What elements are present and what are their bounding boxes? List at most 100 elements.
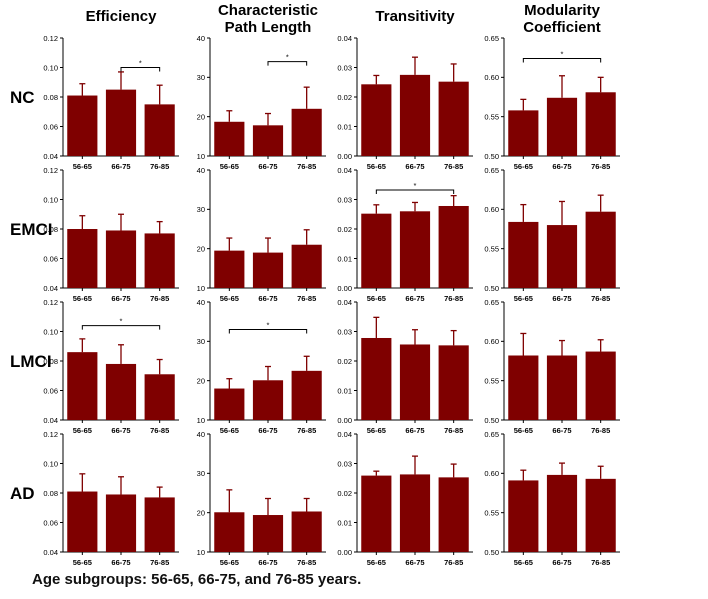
row-label-emci: EMCI [10,220,53,239]
nc-mod-ytick-label: 0.50 [484,152,499,161]
nc-eff-bar-56-65 [67,95,98,156]
lmci-tra-category-label: 56-65 [367,426,386,435]
lmci-tra-ytick-label: 0.04 [337,298,352,307]
nc-mod-category-label: 66-75 [552,162,571,171]
column-title-mod: Coefficient [523,19,601,36]
emci-tra-ytick-label: 0.02 [337,225,352,234]
emci-tra-bar-66-75 [399,211,431,288]
nc-tra-ytick-label: 0.00 [337,152,352,161]
emci-tra-ytick-label: 0.03 [337,195,352,204]
emci-mod-category-label: 76-85 [591,294,610,303]
nc-tra-bar-76-85 [438,81,469,156]
ad-mod-bar-66-75 [546,474,578,552]
lmci-cpl-category-label: 66-75 [258,426,277,435]
emci-tra-ytick-label: 0.00 [337,284,352,293]
nc-mod-category-label: 56-65 [514,162,533,171]
ad-cpl-ytick-label: 30 [197,469,205,478]
nc-mod-ytick-label: 0.60 [484,73,499,82]
nc-tra-ytick-label: 0.04 [337,34,352,43]
lmci-mod-ytick-label: 0.65 [484,298,499,307]
ad-mod-ytick-label: 0.50 [484,548,499,557]
row-label-nc: NC [10,88,35,107]
lmci-tra-bar-66-75 [399,344,431,420]
emci-tra-significance-marker: * [414,181,417,190]
ad-eff-ytick-label: 0.04 [43,548,58,557]
emci-tra-category-label: 66-75 [405,294,424,303]
lmci-cpl-bar-76-85 [291,370,322,420]
nc-cpl-category-label: 56-65 [220,162,239,171]
ad-eff-category-label: 56-65 [73,558,92,567]
nc-eff-category-label: 66-75 [111,162,130,171]
row-label-lmci: LMCI [10,352,52,371]
column-title-tra: Transitivity [375,8,455,25]
nc-mod-category-label: 76-85 [591,162,610,171]
nc-tra-category-label: 56-65 [367,162,386,171]
nc-cpl-ytick-label: 30 [197,73,205,82]
nc-cpl-category-label: 66-75 [258,162,277,171]
emci-eff-bar-76-85 [144,233,175,288]
ad-mod-ytick-label: 0.55 [484,508,499,517]
lmci-cpl-ytick-label: 40 [197,298,205,307]
emci-cpl-ytick-label: 20 [197,244,205,253]
ad-cpl-bar-76-85 [291,511,322,552]
lmci-cpl-category-label: 56-65 [220,426,239,435]
emci-eff-category-label: 76-85 [150,294,169,303]
emci-eff-bar-66-75 [105,230,137,288]
ad-eff-ytick-label: 0.06 [43,518,58,527]
row-label-ad: AD [10,484,35,503]
ad-tra-ytick-label: 0.02 [337,489,352,498]
nc-tra-category-label: 66-75 [405,162,424,171]
emci-eff-bar-56-65 [67,229,98,288]
lmci-tra-ytick-label: 0.01 [337,386,352,395]
lmci-tra-bar-56-65 [361,337,392,420]
lmci-eff-bar-66-75 [105,363,137,420]
nc-mod-significance-marker: * [561,49,564,58]
lmci-cpl-ytick-label: 10 [197,416,205,425]
ad-eff-ytick-label: 0.10 [43,459,58,468]
nc-eff-significance-marker: * [139,59,142,68]
ad-mod-category-label: 66-75 [552,558,571,567]
nc-cpl-bar-66-75 [252,125,284,156]
ad-tra-bar-66-75 [399,474,431,552]
lmci-cpl-significance-bracket [228,329,308,334]
nc-mod-bar-66-75 [546,97,578,156]
nc-tra-category-label: 76-85 [444,162,463,171]
column-title-eff: Efficiency [86,8,158,25]
nc-tra-ytick-label: 0.03 [337,63,352,72]
emci-tra-ytick-label: 0.01 [337,254,352,263]
emci-mod-ytick-label: 0.65 [484,166,499,175]
emci-eff-ytick-label: 0.12 [43,166,58,175]
nc-eff-ytick-label: 0.06 [43,122,58,131]
emci-eff-ytick-label: 0.10 [43,195,58,204]
emci-eff-category-label: 56-65 [73,294,92,303]
nc-eff-significance-bracket [120,67,161,72]
lmci-mod-bar-66-75 [546,355,578,420]
emci-mod-bar-76-85 [585,211,616,288]
ad-tra-bar-56-65 [361,475,392,552]
emci-mod-bar-66-75 [546,225,578,288]
nc-mod-bar-56-65 [508,110,539,156]
lmci-cpl-ytick-label: 30 [197,337,205,346]
nc-mod-ytick-label: 0.55 [484,112,499,121]
lmci-eff-ytick-label: 0.10 [43,327,58,336]
lmci-tra-bar-76-85 [438,345,469,420]
figure-caption: Age subgroups: 56-65, 66-75, and 76-85 y… [32,571,362,588]
emci-mod-ytick-label: 0.60 [484,205,499,214]
ad-tra-category-label: 76-85 [444,558,463,567]
ad-cpl-bar-66-75 [252,515,284,552]
ad-tra-bar-76-85 [438,477,469,552]
emci-mod-ytick-label: 0.55 [484,244,499,253]
emci-cpl-category-label: 76-85 [297,294,316,303]
emci-mod-ytick-label: 0.50 [484,284,499,293]
ad-tra-category-label: 56-65 [367,558,386,567]
nc-cpl-ytick-label: 20 [197,112,205,121]
lmci-cpl-significance-marker: * [267,321,270,330]
ad-cpl-bar-56-65 [214,512,245,552]
lmci-cpl-bar-66-75 [252,380,284,420]
lmci-eff-ytick-label: 0.04 [43,416,58,425]
emci-mod-category-label: 56-65 [514,294,533,303]
ad-eff-bar-56-65 [67,491,98,552]
lmci-mod-bar-56-65 [508,355,539,420]
lmci-mod-ytick-label: 0.50 [484,416,499,425]
emci-tra-category-label: 56-65 [367,294,386,303]
